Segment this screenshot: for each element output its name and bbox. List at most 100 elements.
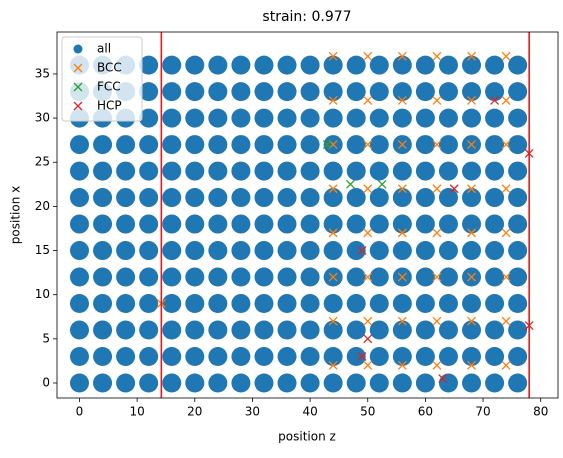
- x-marker: [467, 360, 476, 370]
- point: [162, 294, 182, 314]
- point: [323, 214, 343, 234]
- x-marker: [432, 272, 442, 282]
- point: [462, 55, 482, 75]
- x-marker: [328, 95, 338, 105]
- point: [438, 188, 458, 208]
- x-marker: [490, 95, 500, 105]
- x-marker: [328, 272, 338, 282]
- point: [438, 82, 458, 102]
- point: [415, 108, 435, 128]
- point: [508, 188, 528, 208]
- point: [139, 135, 159, 155]
- point: [277, 214, 297, 234]
- point: [277, 346, 297, 366]
- point: [438, 135, 458, 155]
- point: [277, 82, 297, 102]
- x-tick-label: 80: [533, 405, 548, 419]
- point: [508, 55, 528, 75]
- point: [392, 320, 412, 340]
- point: [208, 320, 228, 340]
- x-tick-label: 20: [187, 405, 202, 419]
- point: [162, 241, 182, 261]
- point: [277, 373, 297, 393]
- point: [323, 161, 343, 181]
- point: [231, 320, 251, 340]
- point: [208, 135, 228, 155]
- point: [93, 320, 113, 340]
- point: [369, 241, 389, 261]
- point: [116, 320, 136, 340]
- point: [323, 294, 343, 314]
- point: [508, 135, 528, 155]
- point: [323, 346, 343, 366]
- point: [254, 267, 274, 287]
- point: [415, 188, 435, 208]
- point: [69, 188, 89, 208]
- point: [300, 373, 320, 393]
- x-marker: [357, 352, 367, 361]
- x-marker: [363, 360, 373, 370]
- y-tick-label: 20: [35, 199, 50, 213]
- legend-marker: [73, 63, 83, 73]
- point: [69, 214, 89, 234]
- point: [392, 346, 412, 366]
- legend-label: FCC: [97, 80, 121, 94]
- y-tick-label: 15: [35, 243, 50, 257]
- point: [438, 320, 458, 340]
- point: [208, 188, 228, 208]
- point: [415, 82, 435, 102]
- x-axis-label: position z: [278, 430, 336, 444]
- point: [346, 82, 366, 102]
- x-marker: [328, 51, 338, 61]
- point: [485, 214, 505, 234]
- point: [277, 294, 297, 314]
- x-marker: [322, 140, 332, 150]
- point: [93, 161, 113, 181]
- point: [415, 294, 435, 314]
- x-marker: [328, 360, 338, 370]
- point: [231, 294, 251, 314]
- x-tick-label: 40: [302, 405, 317, 419]
- point: [346, 320, 366, 340]
- point: [323, 108, 343, 128]
- point: [346, 346, 366, 366]
- point: [231, 346, 251, 366]
- point: [208, 161, 228, 181]
- point: [323, 188, 343, 208]
- point: [369, 82, 389, 102]
- point: [277, 55, 297, 75]
- point: [277, 161, 297, 181]
- point: [93, 214, 113, 234]
- point: [438, 373, 458, 393]
- point: [162, 267, 182, 287]
- point: [69, 373, 89, 393]
- point: [231, 373, 251, 393]
- point: [185, 55, 205, 75]
- point: [508, 267, 528, 287]
- x-marker: [449, 184, 459, 194]
- x-marker: [397, 360, 407, 370]
- x-marker: [467, 228, 476, 238]
- point: [162, 346, 182, 366]
- point: [415, 373, 435, 393]
- point: [300, 82, 320, 102]
- point: [93, 346, 113, 366]
- point: [69, 294, 89, 314]
- point: [300, 161, 320, 181]
- point: [208, 108, 228, 128]
- point: [139, 294, 159, 314]
- point: [277, 188, 297, 208]
- point: [254, 346, 274, 366]
- point: [254, 241, 274, 261]
- point: [162, 161, 182, 181]
- point: [185, 188, 205, 208]
- point: [438, 267, 458, 287]
- x-marker: [467, 184, 476, 194]
- point: [392, 188, 412, 208]
- point: [346, 373, 366, 393]
- point: [277, 267, 297, 287]
- point: [300, 108, 320, 128]
- point: [369, 320, 389, 340]
- point: [438, 241, 458, 261]
- point: [185, 241, 205, 261]
